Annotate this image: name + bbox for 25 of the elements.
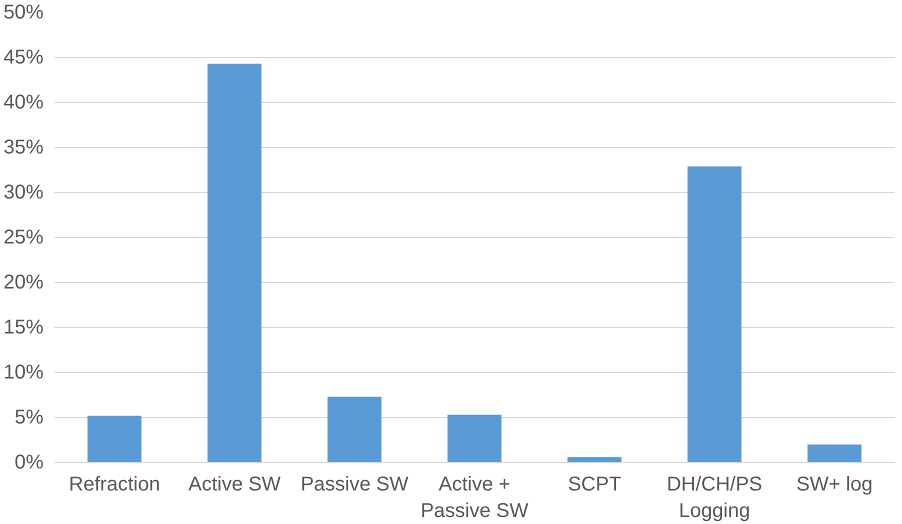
bar — [448, 414, 502, 462]
y-tick-label: 5% — [14, 406, 44, 428]
x-tick-label: Refraction — [68, 474, 160, 496]
x-tick-label: DH/CH/PS Logging — [666, 474, 762, 522]
x-tick-label: SCPT — [568, 474, 622, 496]
y-tick-label: 45% — [3, 46, 44, 68]
bar — [88, 416, 142, 462]
bar — [688, 166, 742, 462]
y-tick-label: 10% — [3, 362, 44, 384]
bar — [208, 64, 262, 462]
x-tick-label: Passive SW — [300, 474, 409, 496]
y-tick-label: 15% — [3, 316, 44, 338]
y-tick-label: 0% — [14, 452, 44, 474]
bar — [808, 444, 862, 462]
y-tick-label: 35% — [3, 136, 44, 158]
y-tick-label: 20% — [3, 272, 44, 294]
bar — [568, 457, 622, 462]
x-tick-label: Active + Passive SW — [420, 474, 529, 522]
x-tick-label: Active SW — [188, 474, 281, 496]
y-tick-label: 50% — [3, 2, 44, 24]
y-tick-label: 30% — [3, 182, 44, 204]
x-tick-label: SW+ log — [796, 474, 873, 496]
y-tick-label: 25% — [3, 226, 44, 248]
bar — [328, 396, 382, 462]
y-tick-label: 40% — [3, 92, 44, 114]
